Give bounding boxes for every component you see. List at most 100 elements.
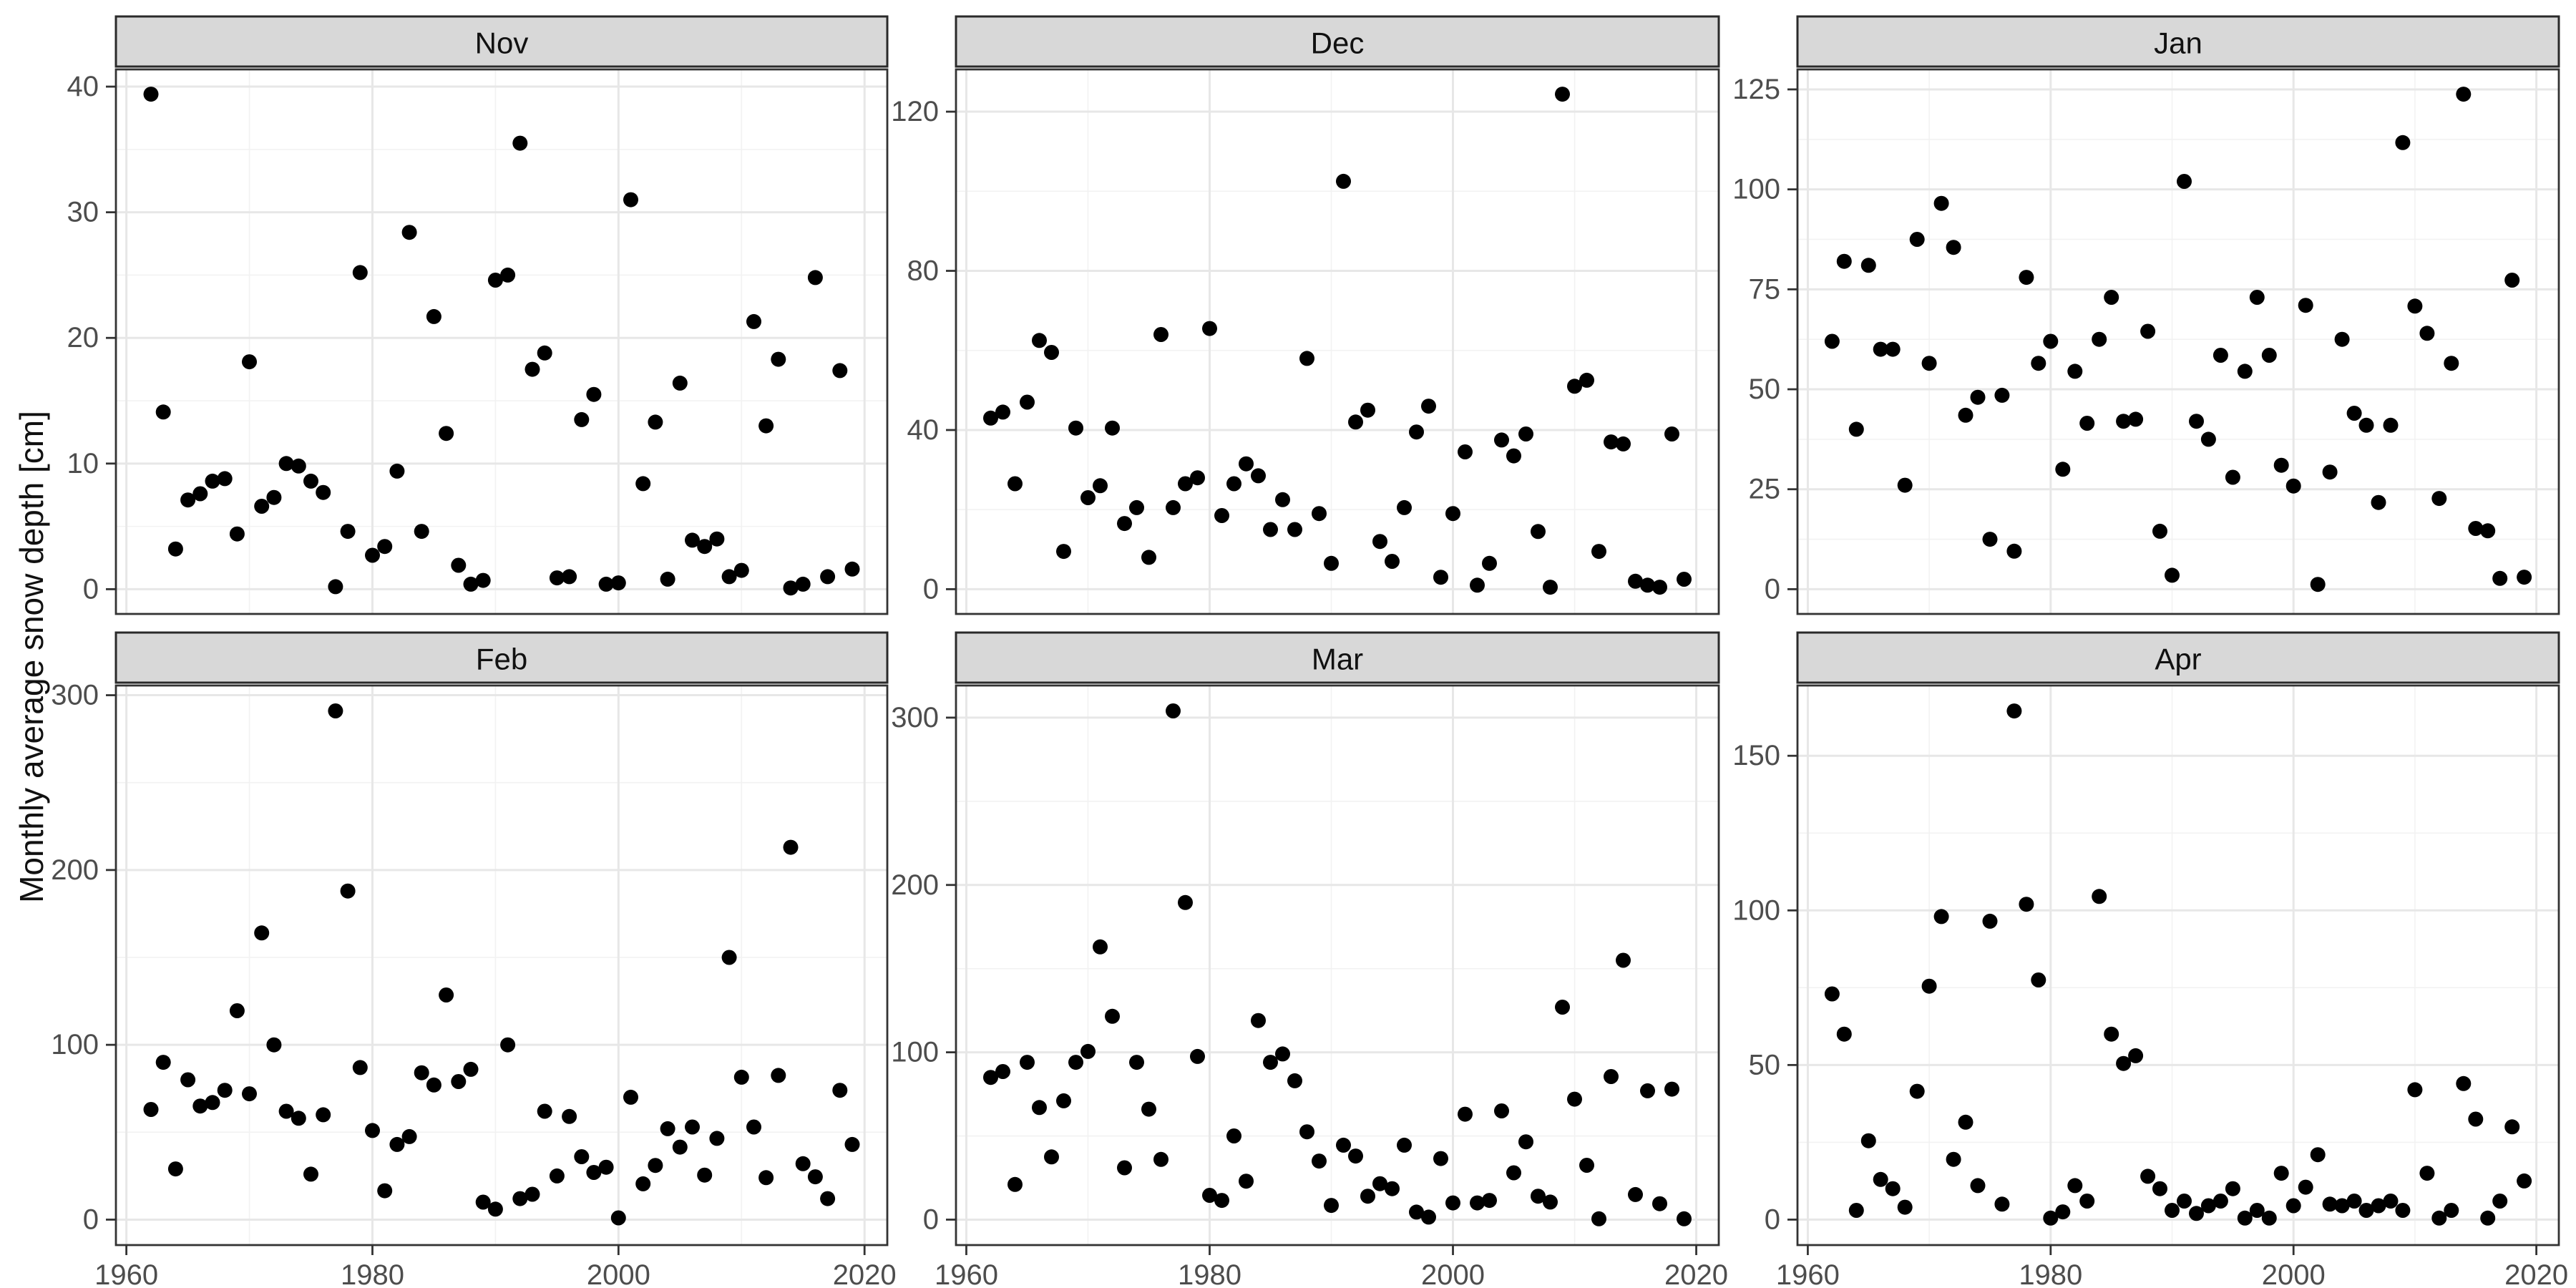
data-point [2492, 1194, 2508, 1209]
data-point [2383, 417, 2399, 433]
data-point [2212, 1194, 2228, 1209]
data-point [1348, 414, 1363, 430]
data-point [2444, 1203, 2459, 1218]
data-point [2104, 290, 2119, 305]
y-tick-label: 100 [1732, 174, 1780, 205]
data-point [648, 1158, 663, 1174]
data-point [439, 426, 454, 441]
data-point [1664, 426, 1679, 441]
data-point [291, 1111, 306, 1126]
data-point [635, 476, 651, 492]
data-point [1336, 1137, 1351, 1153]
y-tick-label: 20 [67, 322, 99, 353]
data-point [2298, 1179, 2313, 1195]
panel-background [956, 69, 1719, 614]
data-point [697, 539, 713, 555]
data-point [1445, 1195, 1460, 1211]
y-tick-label: 0 [923, 1204, 939, 1235]
data-point [795, 576, 811, 592]
data-point [2334, 331, 2350, 347]
data-point [1921, 356, 1937, 371]
data-point [2444, 356, 2459, 371]
data-point [451, 1074, 467, 1089]
data-point [844, 1136, 860, 1152]
data-point [1591, 1211, 1606, 1226]
data-point [1873, 1171, 1888, 1187]
data-point [1287, 1073, 1302, 1088]
data-point [721, 950, 737, 965]
data-point [1324, 555, 1339, 571]
data-point [1982, 532, 1998, 547]
data-point [1020, 394, 1035, 410]
data-point [783, 839, 799, 855]
data-point [1324, 1198, 1339, 1214]
data-point [155, 1055, 171, 1070]
data-point [648, 414, 663, 430]
data-point [1202, 321, 1217, 336]
x-tick-label: 2020 [1664, 1259, 1728, 1288]
data-point [1129, 499, 1144, 515]
data-point [2116, 414, 2132, 429]
data-point [192, 486, 208, 502]
data-point [316, 1107, 331, 1123]
data-point [487, 273, 503, 288]
data-point [1178, 894, 1193, 910]
x-tick-label: 2000 [2262, 1259, 2326, 1288]
data-point [2043, 1210, 2059, 1226]
data-point [1178, 476, 1193, 492]
data-point [2152, 523, 2167, 539]
data-point [303, 473, 318, 489]
data-point [439, 987, 454, 1002]
data-point [2322, 464, 2338, 480]
data-point [1360, 402, 1375, 418]
data-point [1397, 499, 1412, 515]
data-point [549, 1168, 565, 1184]
data-point [746, 1119, 761, 1135]
x-tick-label: 2020 [2504, 1259, 2568, 1288]
facet-strip [955, 631, 1720, 684]
data-point [2273, 457, 2289, 473]
data-point [1604, 434, 1619, 450]
data-point [1372, 534, 1387, 550]
data-point [537, 345, 552, 361]
x-tick-label: 2000 [587, 1259, 650, 1288]
data-point [832, 363, 848, 379]
data-point [1336, 173, 1351, 189]
facet-panel-feb: Feb 0 100 200 300 1960 1980 2000 2020 [51, 631, 897, 1288]
data-point [746, 313, 761, 329]
data-point [1129, 1055, 1144, 1070]
y-tick-label: 200 [51, 854, 99, 886]
data-point [1640, 577, 1655, 593]
data-point [1445, 506, 1460, 522]
data-point [2225, 1181, 2240, 1196]
data-point [1299, 1124, 1314, 1140]
facet-panel-mar: Mar 0 100 200 300 1960 1980 2000 2020 [891, 631, 1728, 1288]
facet-strip-label: Nov [475, 26, 529, 60]
panel-border [1796, 684, 2560, 1246]
data-point [1239, 1174, 1254, 1189]
data-point [500, 267, 516, 283]
y-tick-label: 75 [1749, 273, 1781, 305]
data-point [217, 471, 233, 487]
data-point [1640, 1083, 1655, 1098]
data-point [340, 524, 356, 540]
data-point [1056, 544, 1071, 560]
panel-background [116, 69, 887, 614]
data-point [2200, 1198, 2216, 1214]
data-point [2419, 326, 2435, 341]
data-point [771, 1068, 786, 1083]
data-point [1372, 1176, 1387, 1191]
data-point [278, 456, 294, 472]
data-point [2177, 1194, 2192, 1209]
data-point [783, 580, 799, 596]
data-point [586, 1165, 602, 1180]
data-point [143, 1102, 159, 1117]
data-point [844, 561, 860, 577]
y-tick-label: 30 [67, 197, 99, 228]
x-tick-label: 2000 [1421, 1259, 1485, 1288]
data-point [1482, 555, 1497, 571]
facet-strip-label: Feb [476, 643, 527, 676]
data-point [1628, 1186, 1643, 1202]
data-point [1933, 195, 1949, 211]
